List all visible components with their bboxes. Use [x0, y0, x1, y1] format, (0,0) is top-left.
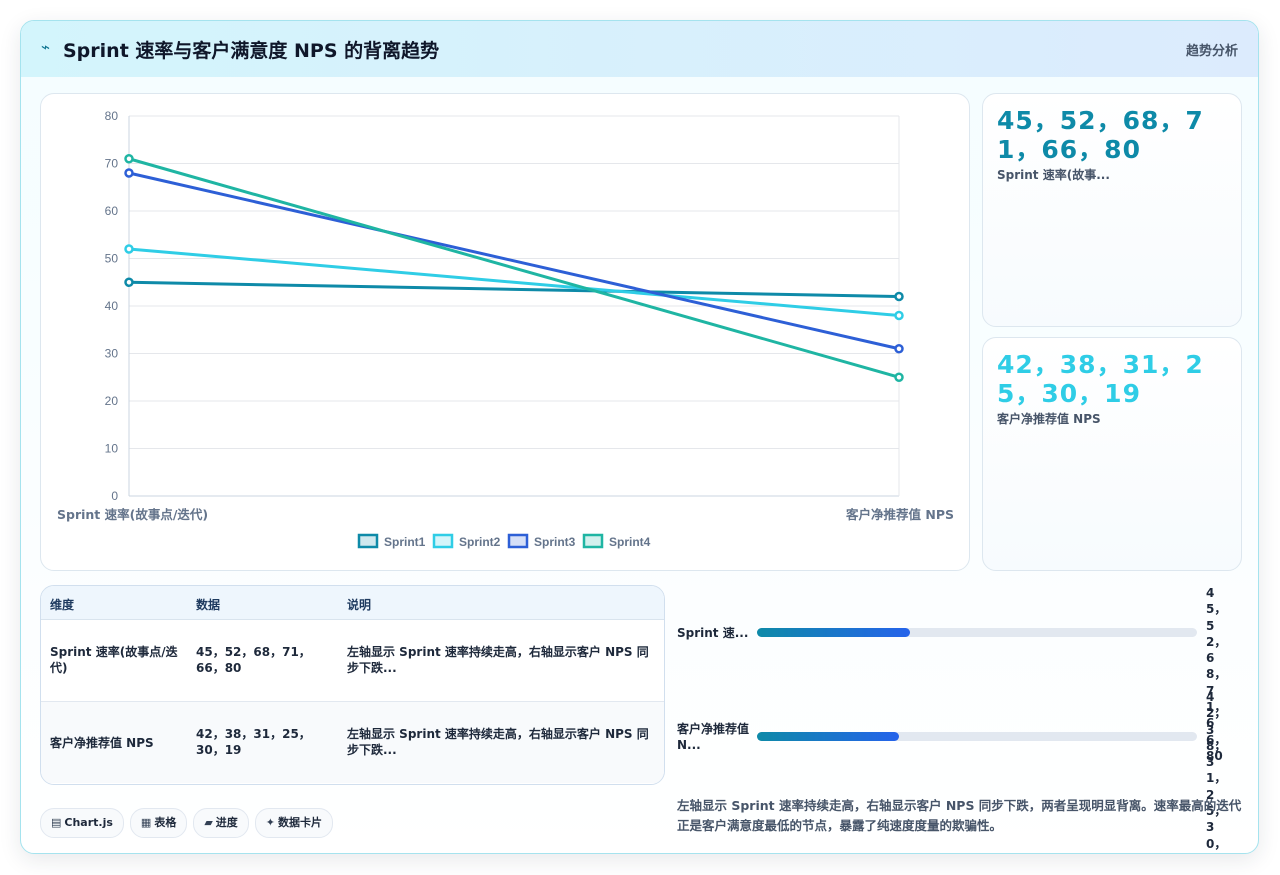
chart-panel: 0 10 20 30 40 50 60 70 80 Sprint 速率(故事点/迭代) 客户净推荐值…: [40, 93, 970, 571]
pill-label: 表格: [154, 816, 177, 829]
y-tick-label: 20: [105, 394, 119, 408]
data-point: [894, 310, 904, 321]
data-point: [894, 372, 904, 382]
data-table: 维度 数据 说明 Sprint 速率(故事点/迭代) 45，52，68，71，6…: [40, 585, 665, 785]
progress-track: [757, 628, 1197, 637]
progress-value: 45，52，68，71，66，80: [1206, 586, 1227, 763]
y-tick-label: 50: [105, 252, 119, 266]
table-row: Sprint 速率(故事点/迭代) 45，52，68，71，66，80 左轴显示…: [41, 620, 664, 701]
stat-label: 客户净推荐值 NPS: [997, 412, 1101, 426]
legend-swatch: [582, 533, 604, 549]
legend-swatch: [507, 533, 529, 549]
table-header: 维度 数据 说明: [41, 586, 664, 620]
tag-pills: ▤ Chart.js ▦ 表格 ▰ 进度 ✦ 数据卡片: [40, 808, 339, 838]
cell-data: 45，52，68，71，66，80: [196, 645, 311, 675]
card-header: ⌁ Sprint 速率与客户满意度 NPS 的背离趋势 趋势分析: [21, 21, 1258, 77]
pill-table[interactable]: ▦ 表格: [129, 808, 188, 838]
pill-chartjs[interactable]: ▤ Chart.js: [40, 808, 124, 838]
pill-progress[interactable]: ▰ 进度: [193, 808, 249, 838]
column-header-data: 数据: [196, 598, 221, 612]
stat-label: Sprint 速率(故事...: [997, 168, 1110, 182]
progress-icon: ▰: [204, 816, 213, 829]
column-header-desc: 说明: [347, 598, 372, 612]
chart-icon: ▤: [51, 816, 62, 829]
cell-description: 左轴显示 Sprint 速率持续走高，右轴显示客户 NPS 同步下跌...: [347, 727, 649, 757]
cell-dimension: Sprint 速率(故事点/迭代): [50, 645, 178, 675]
data-point: [124, 244, 134, 254]
y-tick-label: 30: [105, 347, 119, 361]
legend-swatch: [432, 533, 454, 549]
progress-fill: [757, 628, 911, 637]
progress-label: Sprint 速...: [677, 626, 749, 640]
progress-fill: [757, 732, 900, 741]
stat-card-nps: 42，38，31，25，30，19 客户净推荐值 NPS: [982, 337, 1242, 571]
pill-label: Chart.js: [64, 816, 113, 829]
progress-track: [757, 732, 1197, 741]
data-point: [124, 154, 134, 164]
summary-note: 左轴显示 Sprint 速率持续走高，右轴显示客户 NPS 同步下跌，两者呈现明…: [677, 798, 1242, 833]
progress-label: 客户净推荐值 N...: [677, 722, 750, 752]
series-line: [128, 171, 900, 351]
y-tick-label: 80: [105, 109, 119, 123]
stat-value: 42，38，31，25，30，19: [997, 350, 1204, 408]
legend-swatch: [357, 533, 379, 549]
progress-value: 42，38，31，25，30，19: [1206, 690, 1227, 853]
table-row: 客户净推荐值 NPS 42，38，31，25，30，19 左轴显示 Sprint…: [41, 701, 664, 783]
stat-value: 45，52，68，71，66，80: [997, 106, 1204, 164]
header-tag: 趋势分析: [1185, 44, 1238, 59]
pill-label: 进度: [215, 816, 238, 829]
x-tick-label: 客户净推荐值 NPS: [845, 507, 954, 522]
legend-label: Sprint1: [384, 535, 426, 549]
progress-row-nps: 客户净推荐值 N... 42，38，31，25，30，19: [677, 689, 1247, 853]
stat-card-velocity: 45，52，68，71，66，80 Sprint 速率(故事...: [982, 93, 1242, 327]
y-tick-label: 40: [105, 299, 119, 313]
y-tick-label: 60: [105, 204, 119, 218]
y-tick-label: 70: [105, 157, 119, 171]
data-point: [124, 168, 134, 178]
series-line: [128, 280, 900, 298]
legend-label: Sprint3: [534, 535, 576, 549]
line-chart: 0 10 20 30 40 50 60 70 80 Sprint 速率(故事点/迭代) 客户净推荐值…: [57, 109, 954, 549]
sparkle-icon: ✦: [265, 816, 276, 829]
pill-label: 数据卡片: [278, 816, 323, 829]
progress-row-velocity: Sprint 速... 45，52，68，71，66，80: [677, 585, 1247, 763]
pill-data-card[interactable]: ✦ 数据卡片: [254, 808, 334, 838]
cell-dimension: 客户净推荐值 NPS: [50, 736, 154, 750]
data-point: [894, 291, 904, 302]
legend-label: Sprint4: [609, 535, 651, 549]
cell-data: 42，38，31，25，30，19: [196, 727, 311, 757]
x-tick-label: Sprint 速率(故事点/迭代): [57, 507, 208, 522]
dashboard-card: ⌁ Sprint 速率与客户满意度 NPS 的背离趋势 趋势分析 0 10 20 30…: [20, 20, 1259, 854]
column-header-dimension: 维度: [50, 598, 75, 612]
page-title: Sprint 速率与客户满意度 NPS 的背离趋势: [63, 40, 440, 62]
data-point: [894, 344, 904, 354]
y-tick-label: 0: [111, 489, 118, 503]
series-line: [128, 157, 900, 379]
table-icon: ▦: [140, 816, 152, 829]
y-tick-label: 10: [105, 442, 119, 456]
data-point: [124, 277, 134, 287]
cell-description: 左轴显示 Sprint 速率持续走高，右轴显示客户 NPS 同步下跌...: [347, 645, 649, 675]
bolt-icon: ⌁: [41, 38, 51, 56]
series-line: [128, 247, 900, 317]
legend-label: Sprint2: [459, 535, 501, 549]
